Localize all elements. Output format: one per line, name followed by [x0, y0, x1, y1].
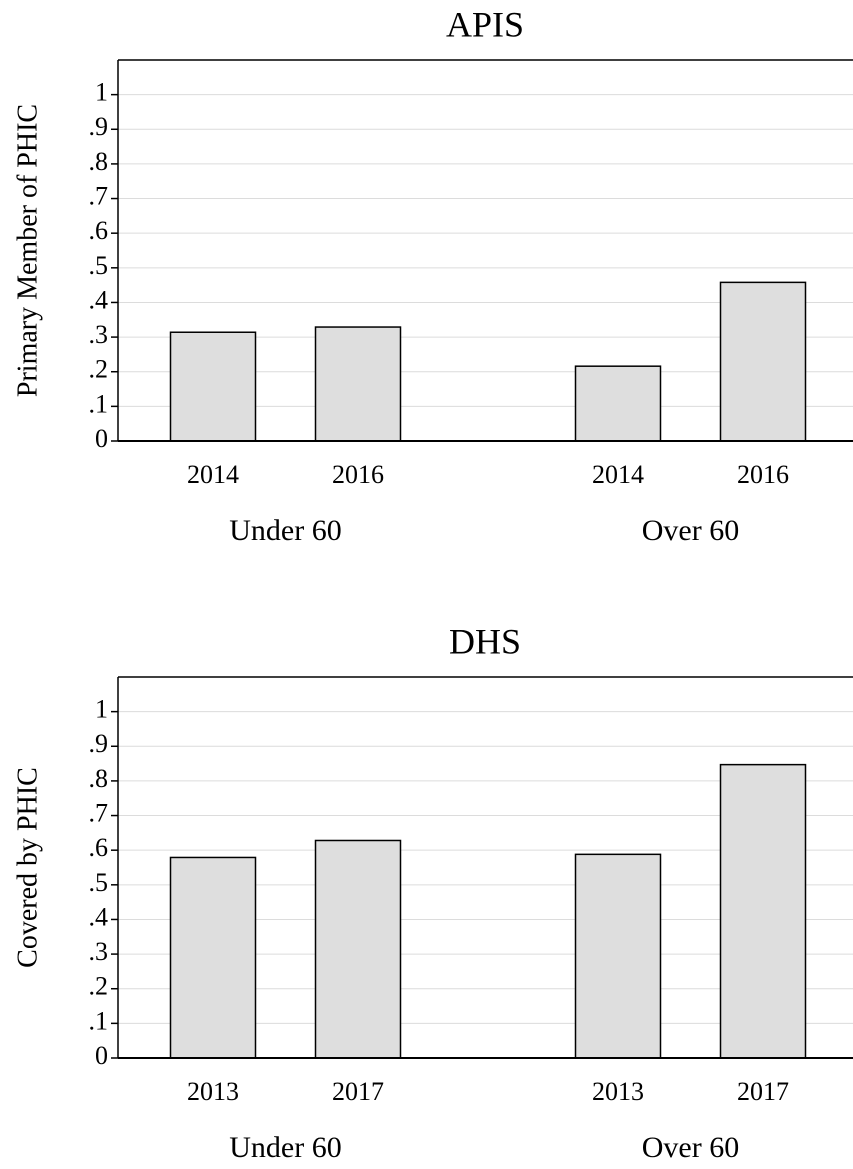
group-label: Under 60 — [229, 1131, 341, 1164]
y-tick-label: .7 — [89, 799, 109, 828]
x-tick-label: 2017 — [332, 1077, 384, 1106]
group-label: Under 60 — [229, 514, 341, 547]
x-tick-label: 2016 — [737, 460, 789, 489]
x-tick-label: 2016 — [332, 460, 384, 489]
bar — [574, 365, 662, 442]
y-tick-label: .8 — [89, 147, 109, 176]
y-tick-label: 0 — [95, 424, 108, 453]
y-axis-label: Primary Member of PHIC — [12, 104, 43, 397]
y-tick-label: 1 — [95, 78, 108, 107]
y-tick-label: .9 — [89, 729, 109, 758]
bar — [169, 331, 257, 442]
x-tick-label: 2014 — [187, 460, 239, 489]
y-tick-label: .5 — [89, 251, 109, 280]
bar — [314, 326, 402, 442]
y-tick-label: .3 — [89, 937, 109, 966]
bar — [719, 281, 807, 442]
bar — [719, 763, 807, 1059]
y-tick-label: .9 — [89, 112, 109, 141]
chart-title: APIS — [446, 4, 524, 44]
y-tick-label: .6 — [89, 833, 109, 862]
y-tick-label: 0 — [95, 1041, 108, 1070]
y-tick-label: .2 — [89, 355, 109, 384]
bar — [169, 856, 257, 1059]
bar — [314, 839, 402, 1059]
y-tick-label: .5 — [89, 868, 109, 897]
y-tick-label: .7 — [89, 182, 109, 211]
y-tick-label: .4 — [89, 902, 109, 931]
x-tick-label: 2014 — [592, 460, 644, 489]
group-label: Over 60 — [642, 1131, 739, 1164]
y-tick-label: .1 — [89, 389, 109, 418]
y-tick-label: .2 — [89, 972, 109, 1001]
x-tick-label: 2013 — [187, 1077, 239, 1106]
y-tick-label: .8 — [89, 764, 109, 793]
group-label: Over 60 — [642, 514, 739, 547]
y-tick-label: 1 — [95, 695, 108, 724]
y-tick-label: .6 — [89, 216, 109, 245]
y-axis-label: Covered by PHIC — [12, 767, 43, 968]
x-tick-label: 2013 — [592, 1077, 644, 1106]
y-tick-label: .1 — [89, 1006, 109, 1035]
chart-title: DHS — [449, 621, 521, 661]
bar — [574, 853, 662, 1059]
y-tick-label: .4 — [89, 285, 109, 314]
x-tick-label: 2017 — [737, 1077, 789, 1106]
y-tick-label: .3 — [89, 320, 109, 349]
